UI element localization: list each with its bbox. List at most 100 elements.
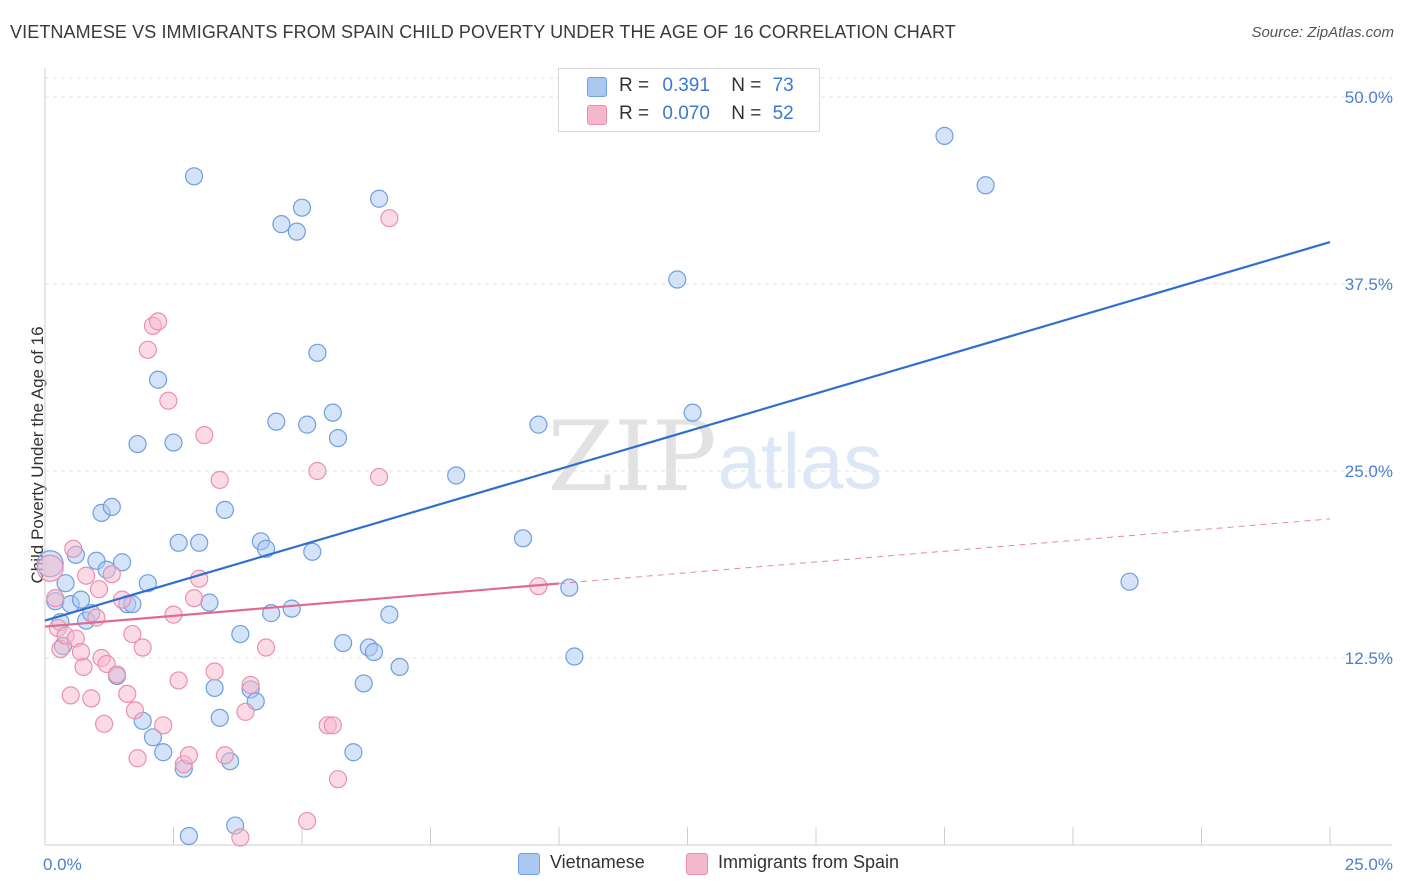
point-vietnamese	[447, 466, 466, 485]
point-vietnamese	[390, 657, 409, 677]
point-spain	[241, 675, 260, 695]
point-vietnamese	[256, 539, 276, 558]
point-vietnamese	[112, 553, 132, 572]
point-spain	[215, 746, 234, 765]
bottom-legend-swatch-vietnamese	[518, 853, 540, 875]
watermark: ZIP atlas	[547, 401, 882, 513]
point-vietnamese	[344, 743, 363, 762]
point-spain	[380, 209, 399, 228]
point-vietnamese	[71, 590, 91, 609]
point-vietnamese	[303, 542, 322, 561]
point-vietnamese	[308, 343, 327, 362]
grid-lines	[45, 77, 1392, 659]
point-spain	[107, 665, 127, 684]
point-vietnamese	[380, 605, 399, 624]
point-vietnamese	[143, 728, 163, 747]
point-vietnamese	[298, 415, 317, 434]
y-tick-label: 25.0%	[1345, 462, 1393, 481]
point-vietnamese	[138, 574, 157, 593]
point-spain	[169, 671, 188, 690]
point-vietnamese	[272, 215, 291, 234]
point-vietnamese	[148, 370, 168, 389]
legend-n-value: 73	[772, 75, 794, 96]
point-vietnamese	[205, 678, 224, 698]
point-spain	[323, 716, 342, 735]
point-vietnamese	[334, 633, 353, 653]
bottom-legend-label-spain: Immigrants from Spain	[718, 852, 900, 872]
legend-r-value: 0.070	[662, 103, 710, 124]
point-spain	[89, 580, 109, 599]
point-spain	[179, 746, 199, 765]
point-spain	[370, 467, 389, 487]
point-vietnamese	[231, 624, 250, 644]
bottom-legend-swatch-spain	[686, 853, 708, 875]
tick-labels: 12.5% 25.0% 37.5% 50.0% 0.0% 25.0%	[43, 88, 1393, 874]
point-vietnamese	[1120, 572, 1139, 591]
trend-lines	[44, 241, 1331, 628]
legend-n-label: N =	[731, 75, 762, 96]
trend-line-spain	[44, 582, 560, 628]
point-spain	[148, 312, 168, 331]
point-vietnamese	[976, 176, 995, 195]
trend-line-vietnamese	[44, 241, 1331, 622]
point-spain	[195, 425, 214, 445]
point-vietnamese	[683, 403, 702, 422]
point-vietnamese	[56, 574, 75, 593]
point-vietnamese	[169, 533, 188, 552]
point-vietnamese	[292, 198, 312, 217]
point-spain	[102, 565, 121, 584]
x-tick-label: 0.0%	[43, 855, 82, 874]
point-spain	[74, 657, 93, 677]
y-tick-label: 50.0%	[1345, 88, 1393, 107]
point-spain	[159, 391, 178, 410]
point-vietnamese	[200, 593, 219, 612]
point-spain	[61, 686, 80, 705]
point-spain	[154, 716, 173, 735]
point-vietnamese	[179, 826, 199, 846]
point-spain	[118, 684, 137, 704]
point-vietnamese	[529, 415, 548, 434]
point-vietnamese	[154, 743, 173, 762]
point-spain	[138, 340, 157, 359]
data-points	[36, 126, 1139, 847]
point-vietnamese	[282, 599, 301, 618]
point-vietnamese	[364, 642, 384, 662]
point-spain	[82, 689, 101, 708]
legend-swatch-spain	[587, 105, 607, 125]
point-spain	[231, 828, 250, 847]
point-vietnamese	[513, 529, 533, 548]
y-tick-label: 12.5%	[1345, 649, 1393, 668]
legend-n-label: N =	[731, 103, 762, 124]
chart-title: VIETNAMESE VS IMMIGRANTS FROM SPAIN CHIL…	[10, 22, 956, 42]
point-vietnamese	[128, 434, 147, 454]
point-spain	[205, 662, 224, 681]
trend-line-spain-extrapolated	[558, 518, 1331, 584]
point-spain	[256, 638, 276, 657]
x-tick-label: 25.0%	[1345, 855, 1393, 874]
point-spain	[210, 470, 229, 490]
bottom-legend-label-vietnamese: Vietnamese	[550, 852, 645, 872]
point-spain	[328, 770, 348, 789]
watermark-atlas: atlas	[718, 417, 883, 505]
point-vietnamese	[935, 126, 954, 145]
chart-source: Source: ZipAtlas.com	[1251, 24, 1394, 41]
point-vietnamese	[102, 497, 121, 517]
point-spain	[95, 714, 114, 733]
point-vietnamese	[190, 533, 209, 552]
point-spain	[71, 642, 91, 662]
point-spain	[46, 589, 65, 608]
point-spain	[36, 554, 64, 582]
legend-r-label: R =	[619, 103, 650, 124]
legend-n-value: 52	[772, 103, 794, 124]
stats-legend: R = 0.391 N = 73 R = 0.070 N = 52	[558, 68, 820, 132]
legend-r-value: 0.391	[662, 75, 710, 96]
point-spain	[125, 701, 145, 720]
point-vietnamese	[215, 500, 234, 519]
point-vietnamese	[354, 674, 373, 693]
point-spain	[236, 702, 255, 721]
point-spain	[298, 811, 317, 831]
point-vietnamese	[560, 578, 579, 597]
point-vietnamese	[210, 708, 229, 727]
point-spain	[184, 589, 204, 608]
